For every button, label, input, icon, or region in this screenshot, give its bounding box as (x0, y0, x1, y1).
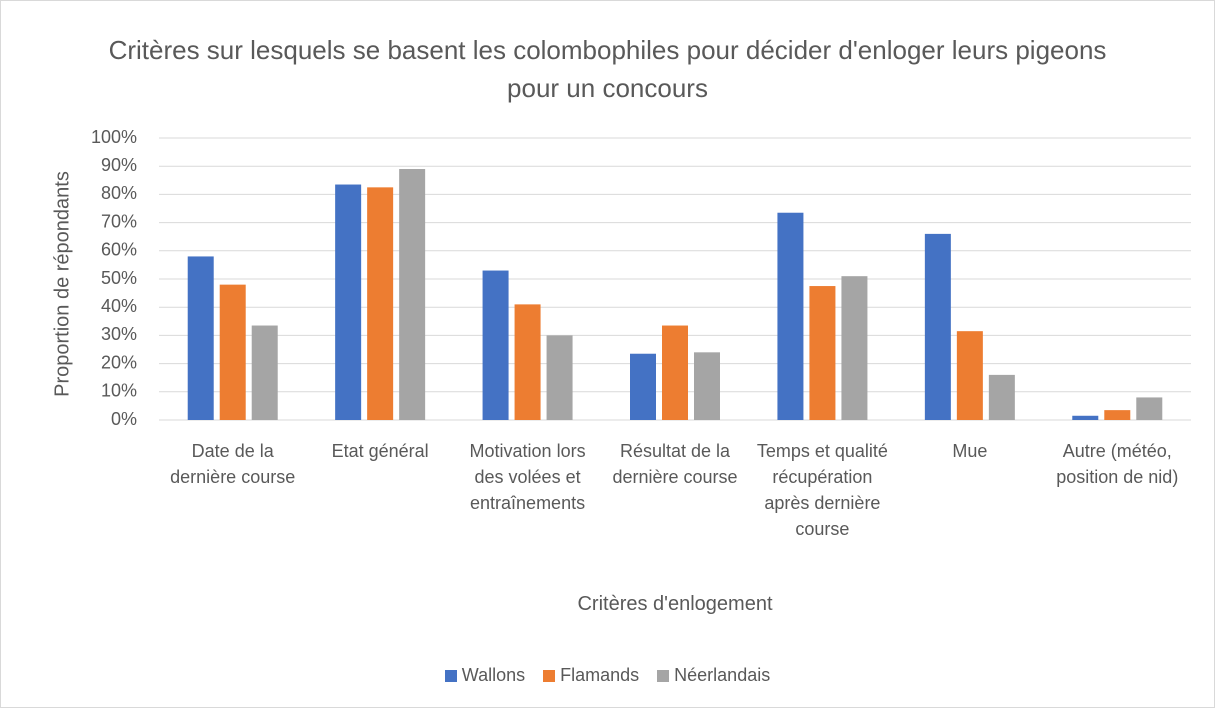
legend: Wallons Flamands Néerlandais (1, 665, 1214, 686)
x-tick-label: Autre (météo, position de nid) (1056, 441, 1179, 487)
legend-item: Flamands (543, 665, 639, 686)
legend-label: Wallons (461, 665, 526, 685)
bar (841, 276, 868, 420)
chart-title: Critères sur lesquels se basent les colo… (108, 35, 1107, 103)
bar (1136, 397, 1163, 420)
x-tick-label: Etat général (331, 441, 429, 461)
bar (809, 286, 836, 420)
bar (924, 233, 951, 420)
bar (187, 256, 214, 420)
bar (482, 270, 509, 420)
bar (546, 335, 573, 420)
x-tick-label: Motivation lors des volées et entraîneme… (469, 441, 586, 513)
legend-item: Wallons (444, 665, 526, 686)
bar (514, 304, 541, 420)
legend-label: Néerlandais (674, 665, 771, 685)
legend-swatch (543, 669, 556, 682)
y-tick-label: 0% (111, 409, 137, 429)
x-tick-label: Temps et qualité récupération après dern… (756, 441, 888, 539)
y-tick-label: 10% (101, 381, 137, 401)
bar (1072, 415, 1099, 420)
y-tick-label: 50% (101, 268, 137, 288)
y-tick-label: 40% (101, 296, 137, 316)
bar (662, 325, 688, 420)
bar (335, 184, 362, 420)
legend-swatch (444, 669, 457, 682)
legend-swatch (657, 669, 670, 682)
y-tick-label: 100% (91, 127, 137, 147)
bar (694, 352, 720, 420)
bar (988, 374, 1015, 420)
y-tick-label: 90% (101, 155, 137, 175)
legend-item: Néerlandais (657, 665, 770, 686)
x-tick-label: Date de la dernière course (170, 441, 296, 487)
bar (399, 169, 426, 420)
bar (956, 331, 983, 420)
bar (630, 353, 656, 420)
y-tick-label: 30% (101, 324, 137, 344)
y-tick-label: 20% (101, 352, 137, 372)
bar (219, 284, 246, 420)
bar (251, 325, 278, 420)
legend-label: Flamands (560, 665, 640, 685)
y-tick-label: 80% (101, 183, 137, 203)
bar (1104, 410, 1131, 420)
y-tick-label: 60% (101, 240, 137, 260)
x-tick-label: Résultat de la dernière course (612, 441, 738, 487)
x-tick-label: Mue (952, 441, 988, 461)
x-axis-label: Critères d'enlogement (577, 593, 773, 615)
bar (777, 212, 804, 420)
y-tick-label: 70% (101, 211, 137, 231)
bar (367, 187, 394, 420)
